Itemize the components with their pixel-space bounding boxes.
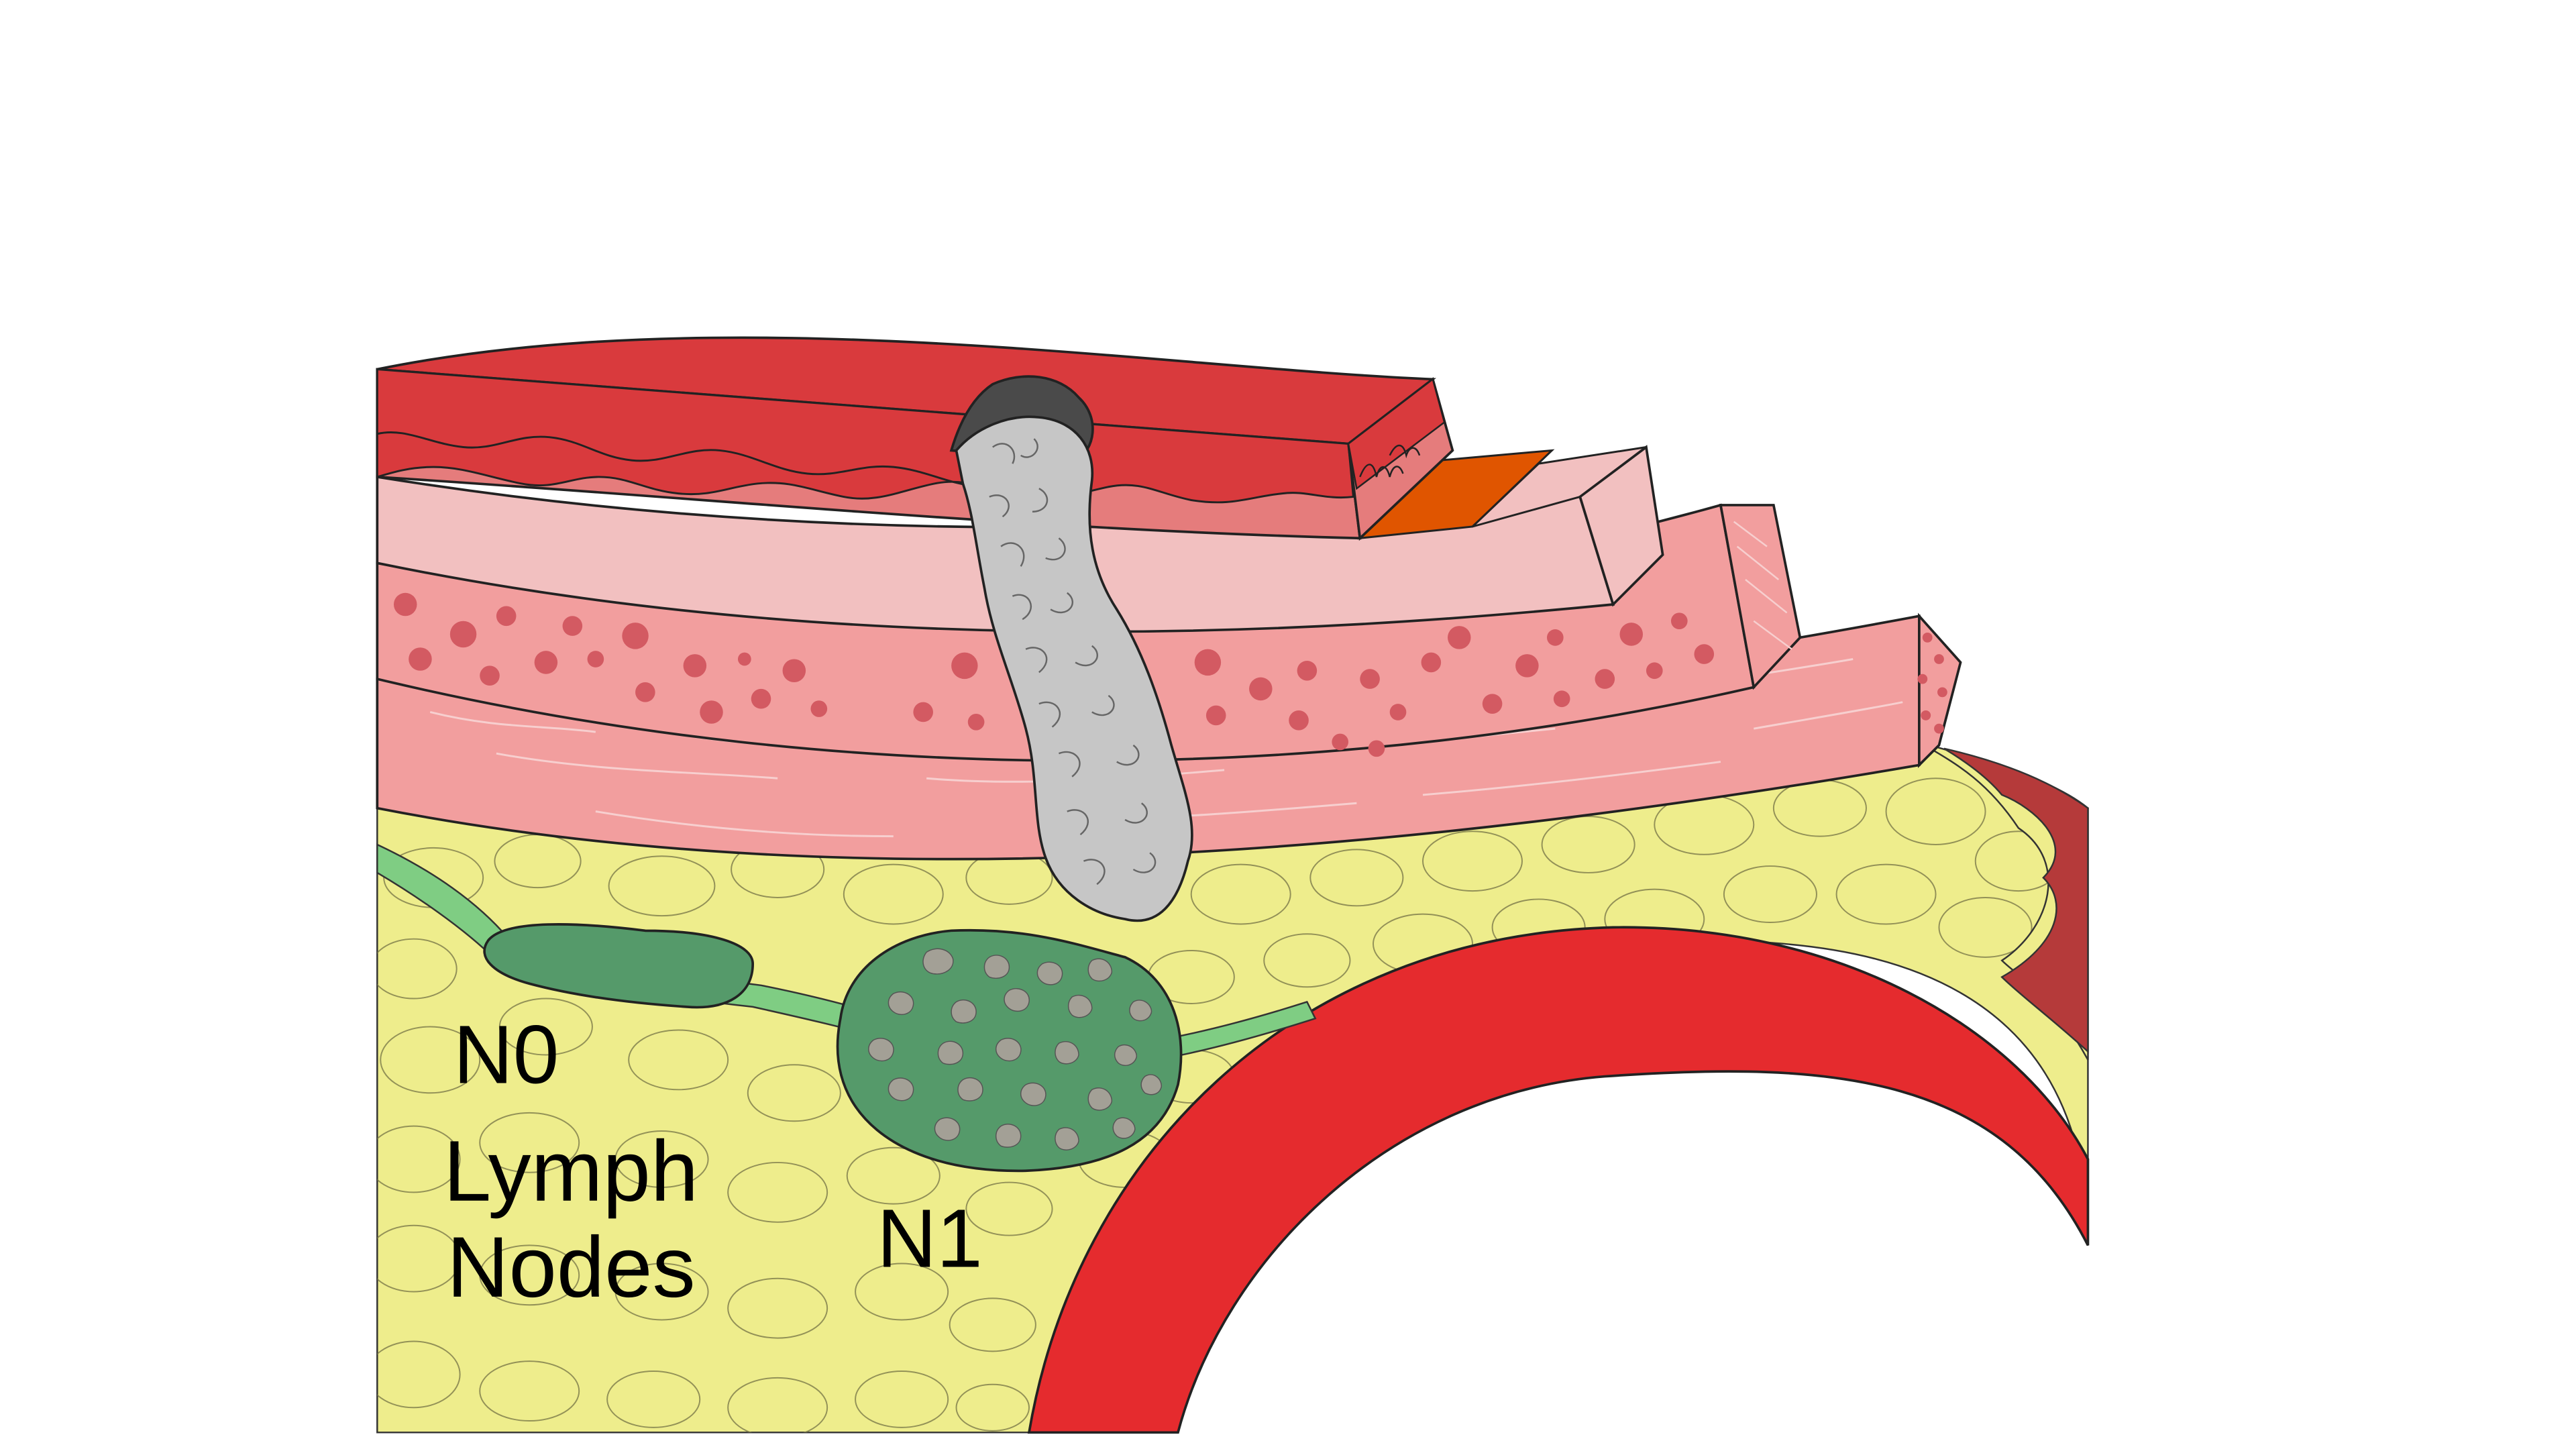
label-lymph: Lymph [443,1124,698,1220]
label-n1: N1 [877,1192,983,1285]
lymph-node-n1-shape [838,930,1181,1171]
label-nodes: Nodes [447,1220,696,1316]
label-n0: N0 [453,1008,559,1101]
